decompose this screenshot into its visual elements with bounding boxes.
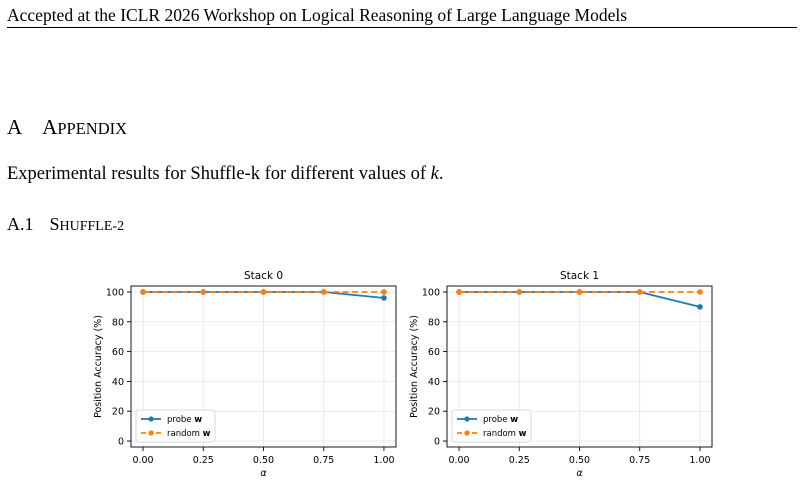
legend-box xyxy=(135,409,216,443)
section-title: A APPENDIX xyxy=(7,114,127,142)
y-axis-label: Position Accuracy (%) xyxy=(409,315,420,418)
legend-marker-random xyxy=(464,430,470,436)
intro-paragraph: Experimental results for Shuffle-k for d… xyxy=(7,162,444,186)
x-axis-label: α xyxy=(260,468,267,479)
legend-label-probe: probe w xyxy=(167,415,202,425)
y-tick-label: 20 xyxy=(112,407,124,418)
legend-label-bold: w xyxy=(203,429,211,439)
data-point-probe xyxy=(381,295,387,301)
data-point-random xyxy=(697,289,703,295)
y-tick-label: 80 xyxy=(112,317,124,328)
y-tick-label: 100 xyxy=(422,287,440,298)
section-title-initial: A xyxy=(42,115,58,139)
data-point-random xyxy=(456,289,462,295)
x-tick-label: 0.00 xyxy=(132,455,153,466)
legend-label-bold: w xyxy=(510,415,518,425)
y-tick-label: 0 xyxy=(434,437,440,448)
figure-shuffle-2: 0.00 0.25 0.50 0.75 1.00 0 20 40 60 80 100 Stack 0 α… xyxy=(0,262,804,481)
legend-label-bold: w xyxy=(519,429,527,439)
y-tick-label: 80 xyxy=(428,317,440,328)
legend-label-bold: w xyxy=(194,415,202,425)
section-number: A xyxy=(7,115,23,139)
y-tick-label: 40 xyxy=(428,377,440,388)
chart-title: Stack 1 xyxy=(560,270,599,282)
x-tick-label: 0.50 xyxy=(253,455,274,466)
x-tick-label: 0.50 xyxy=(569,455,590,466)
legend-box xyxy=(451,409,532,443)
y-tick-label: 60 xyxy=(112,347,124,358)
y-axis-label: Position Accuracy (%) xyxy=(93,315,104,418)
legend-label-random: random w xyxy=(483,429,527,439)
data-point-probe xyxy=(697,304,703,310)
data-point-random xyxy=(576,289,583,295)
header-rule xyxy=(7,27,797,28)
legend-label-probe: probe w xyxy=(483,415,518,425)
x-tick-label: 0.25 xyxy=(193,455,214,466)
data-point-random xyxy=(260,289,267,295)
x-tick-label: 0.75 xyxy=(313,455,334,466)
intro-end: . xyxy=(438,164,444,184)
y-tick-label: 100 xyxy=(106,287,124,298)
legend-label-text: probe xyxy=(483,415,508,425)
running-header: Accepted at the ICLR 2026 Workshop on Lo… xyxy=(7,5,628,25)
chart-stack-1: 0.00 0.25 0.50 0.75 1.00 0 20 40 60 80 100 Stack 1 α… xyxy=(409,270,713,479)
legend-marker-probe xyxy=(464,416,470,422)
x-tick-label: 1.00 xyxy=(373,455,394,466)
chart-title: Stack 0 xyxy=(244,270,283,282)
y-tick-label: 40 xyxy=(112,377,124,388)
data-point-random xyxy=(636,289,643,295)
data-point-random xyxy=(140,289,146,295)
y-tick-label: 0 xyxy=(118,437,124,448)
intro-variable: k xyxy=(430,164,439,184)
subsection-title: A.1 SHUFFLE-2 xyxy=(7,212,124,239)
section-title-rest: PPENDIX xyxy=(57,119,128,138)
x-tick-label: 0.00 xyxy=(448,455,469,466)
legend-marker-probe xyxy=(148,416,154,422)
intro-text: Experimental results for Shuffle-k for d… xyxy=(7,164,431,184)
subsection-number: A.1 xyxy=(7,214,34,234)
data-point-random xyxy=(200,289,207,295)
x-axis-label: α xyxy=(576,468,583,479)
y-tick-label: 20 xyxy=(428,407,440,418)
legend-label-text: random xyxy=(483,429,516,439)
legend-label-random: random w xyxy=(167,429,211,439)
chart-stack-0: 0.00 0.25 0.50 0.75 1.00 0 20 40 60 80 100 Stack 0 α… xyxy=(93,270,397,479)
data-point-random xyxy=(381,289,387,295)
subsection-title-rest: HUFFLE-2 xyxy=(59,219,125,234)
data-point-random xyxy=(516,289,523,295)
figure-svg: 0.00 0.25 0.50 0.75 1.00 0 20 40 60 80 100 Stack 0 α… xyxy=(93,270,713,479)
legend-marker-random xyxy=(148,430,154,436)
subsection-title-initial: S xyxy=(49,214,60,234)
legend-label-text: probe xyxy=(167,415,192,425)
x-tick-label: 0.75 xyxy=(629,455,650,466)
x-tick-label: 1.00 xyxy=(689,455,710,466)
y-tick-label: 60 xyxy=(428,347,440,358)
legend-label-text: random xyxy=(167,429,200,439)
x-tick-label: 0.25 xyxy=(509,455,530,466)
data-point-random xyxy=(320,289,327,295)
